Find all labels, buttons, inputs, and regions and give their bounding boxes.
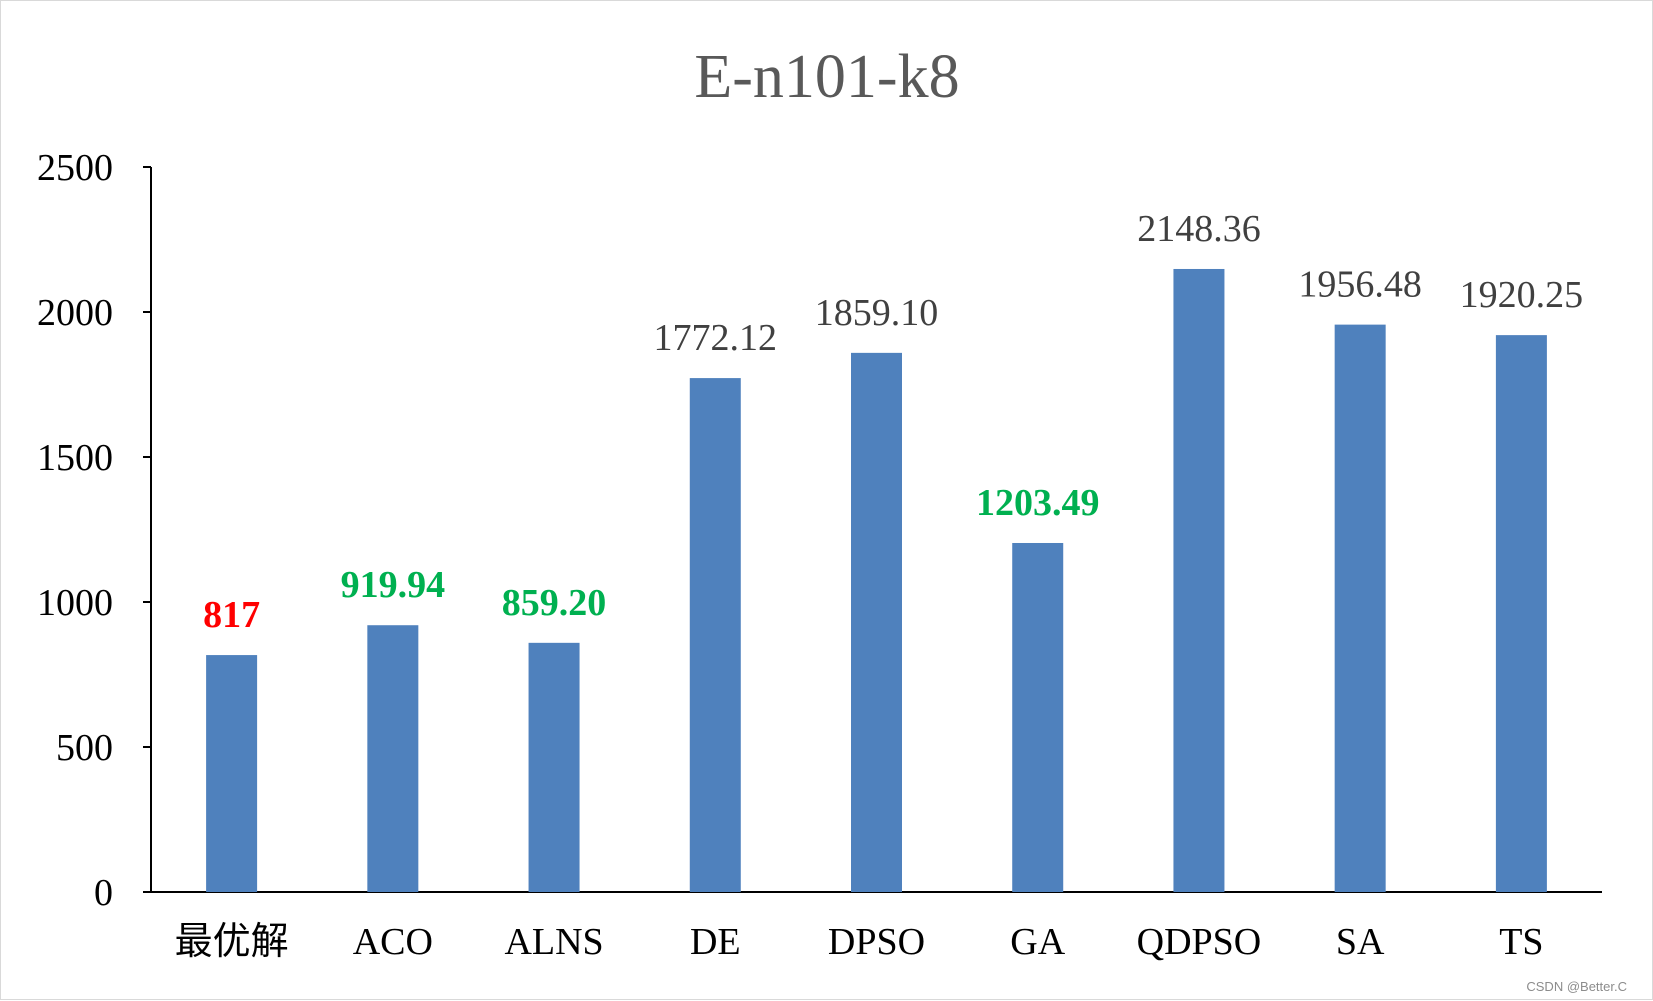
bar: [367, 625, 419, 892]
bar: [851, 352, 902, 893]
x-tick-label: QDPSO: [1137, 921, 1262, 963]
x-tick-label: SA: [1336, 921, 1385, 963]
y-tick-label: 500: [56, 727, 113, 769]
y-tick-label: 2000: [37, 292, 113, 334]
x-tick-label: ACO: [353, 921, 433, 963]
data-label: 1859.10: [815, 292, 939, 334]
data-label: 2148.36: [1137, 208, 1261, 250]
x-tick-label: ALNS: [504, 921, 603, 963]
x-tick-label: DPSO: [828, 921, 925, 963]
bar: [689, 378, 741, 892]
data-labels: 817 919.94 859.20 1772.12 1859.10 1203.49 2148…: [203, 208, 1583, 636]
y-tick-label: 0: [94, 872, 113, 914]
y-tick-label: 1500: [37, 437, 113, 479]
axes: 0 500 1000 1500 2000 2500 最优解 ACO ALNS DE DPSO GA QD…: [37, 147, 1602, 963]
watermark: CSDN @Better.C: [1526, 979, 1627, 994]
bars: [206, 268, 1547, 893]
data-label: 1772.12: [654, 317, 778, 359]
bar: [528, 642, 580, 892]
bar: [1495, 335, 1547, 892]
data-label: 859.20: [502, 582, 607, 624]
bar: [1334, 324, 1386, 892]
x-tick-label: GA: [1010, 921, 1065, 963]
y-tick-label: 2500: [37, 147, 113, 189]
bar: [1012, 542, 1064, 892]
data-label: 919.94: [341, 564, 446, 606]
data-label: 1920.25: [1460, 274, 1584, 316]
data-label: 1203.49: [976, 482, 1100, 524]
x-tick-label: TS: [1499, 921, 1543, 963]
y-tick-label: 1000: [37, 582, 113, 624]
x-tick-label: DE: [690, 921, 741, 963]
chart-title: E-n101-k8: [694, 43, 959, 111]
data-label: 817: [203, 594, 260, 636]
bar: [1173, 268, 1225, 892]
x-tick-label: 最优解: [175, 921, 289, 963]
data-label: 1956.48: [1298, 264, 1422, 306]
bar: [206, 655, 258, 892]
